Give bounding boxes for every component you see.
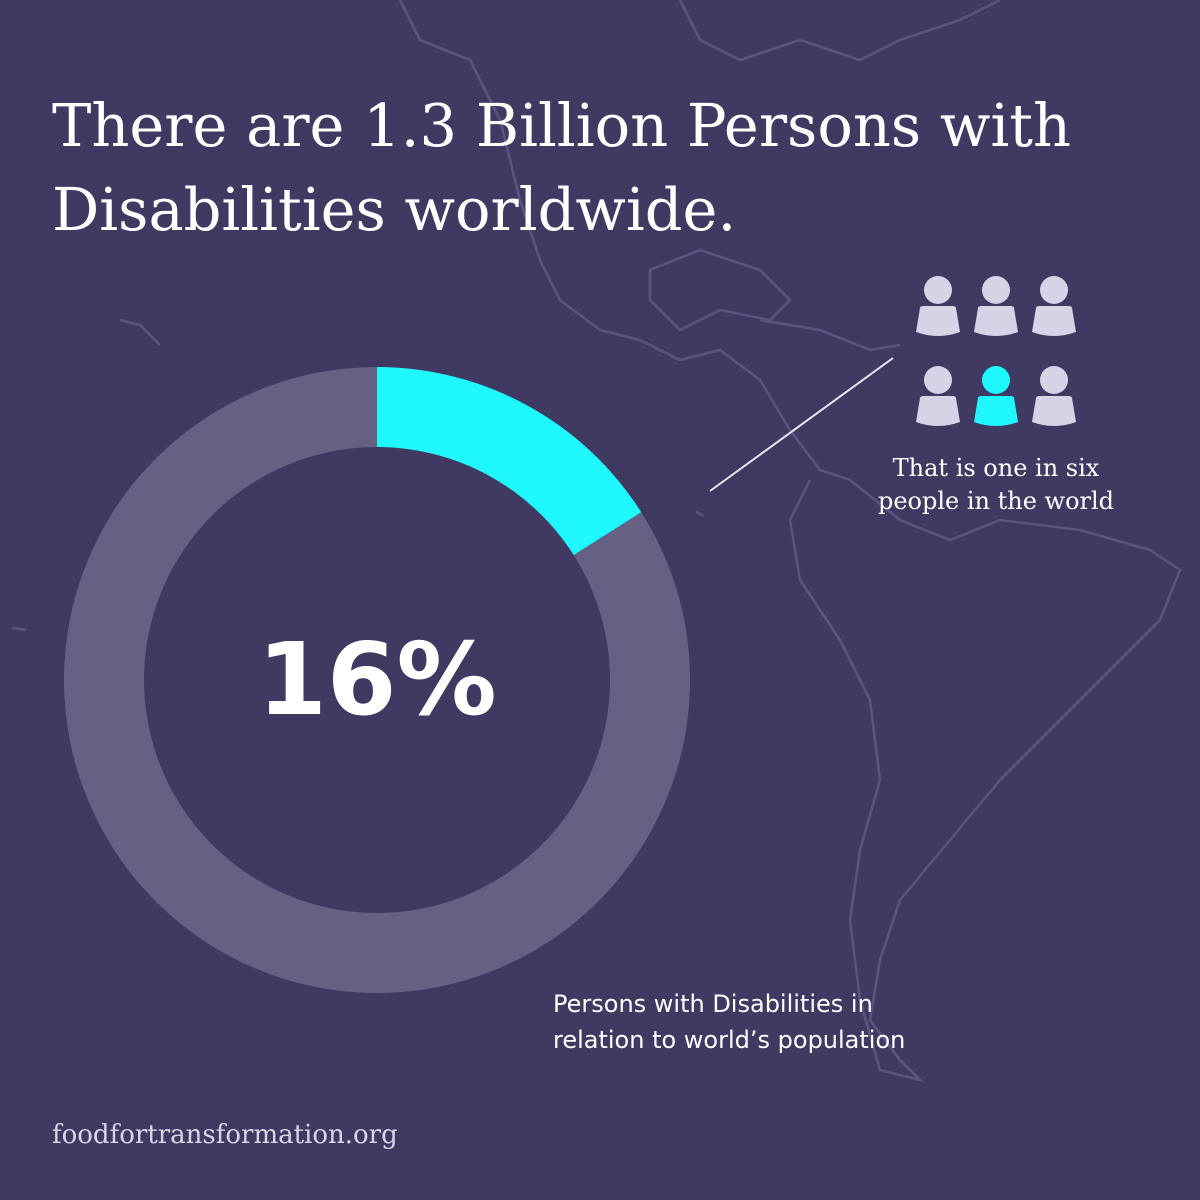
person-icon — [1030, 276, 1078, 338]
person-icon-highlighted — [972, 366, 1020, 428]
donut-slice-disabilities — [377, 367, 642, 556]
donut-center-percentage: 16% — [257, 621, 497, 738]
person-icon — [914, 276, 962, 338]
people-icon-grid — [914, 276, 1080, 428]
person-icon — [914, 366, 962, 428]
footer-website: foodfortransformation.org — [52, 1120, 398, 1150]
one-in-six-callout: That is one in six people in the world — [877, 454, 1115, 515]
headline-title: There are 1.3 Billion Persons with Disab… — [52, 91, 1071, 244]
donut-caption: Persons with Disabilities in relation to… — [553, 990, 906, 1054]
person-icon — [972, 276, 1020, 338]
person-icon — [1030, 366, 1078, 428]
